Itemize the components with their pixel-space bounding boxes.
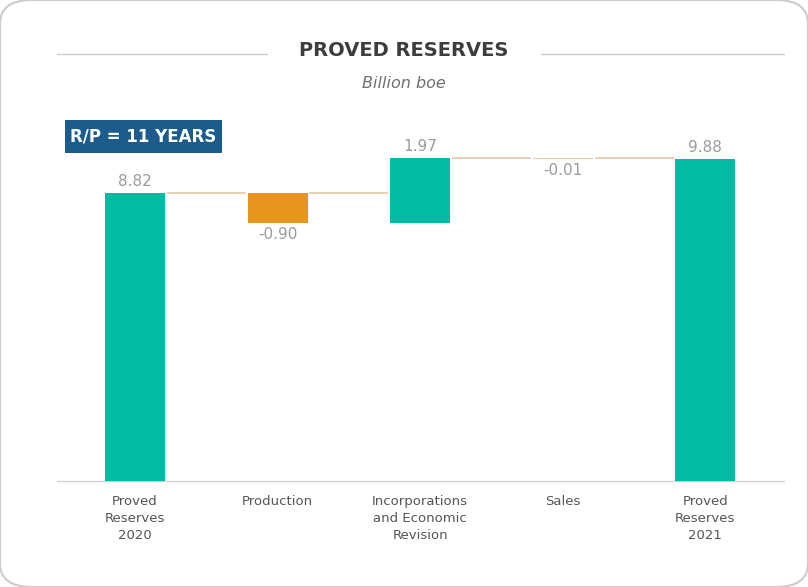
Text: PROVED RESERVES: PROVED RESERVES [299,41,509,60]
Bar [675,158,735,481]
Bar [390,158,450,222]
Bar [105,193,165,481]
Text: 8.82: 8.82 [118,174,152,189]
Bar [247,193,308,222]
Text: 9.88: 9.88 [688,140,722,154]
Text: R/P = 11 YEARS: R/P = 11 YEARS [70,127,217,146]
Text: Billion boe: Billion boe [362,76,446,92]
Text: -0.01: -0.01 [543,163,583,177]
Text: 1.97: 1.97 [403,139,437,154]
Text: -0.90: -0.90 [258,227,297,241]
